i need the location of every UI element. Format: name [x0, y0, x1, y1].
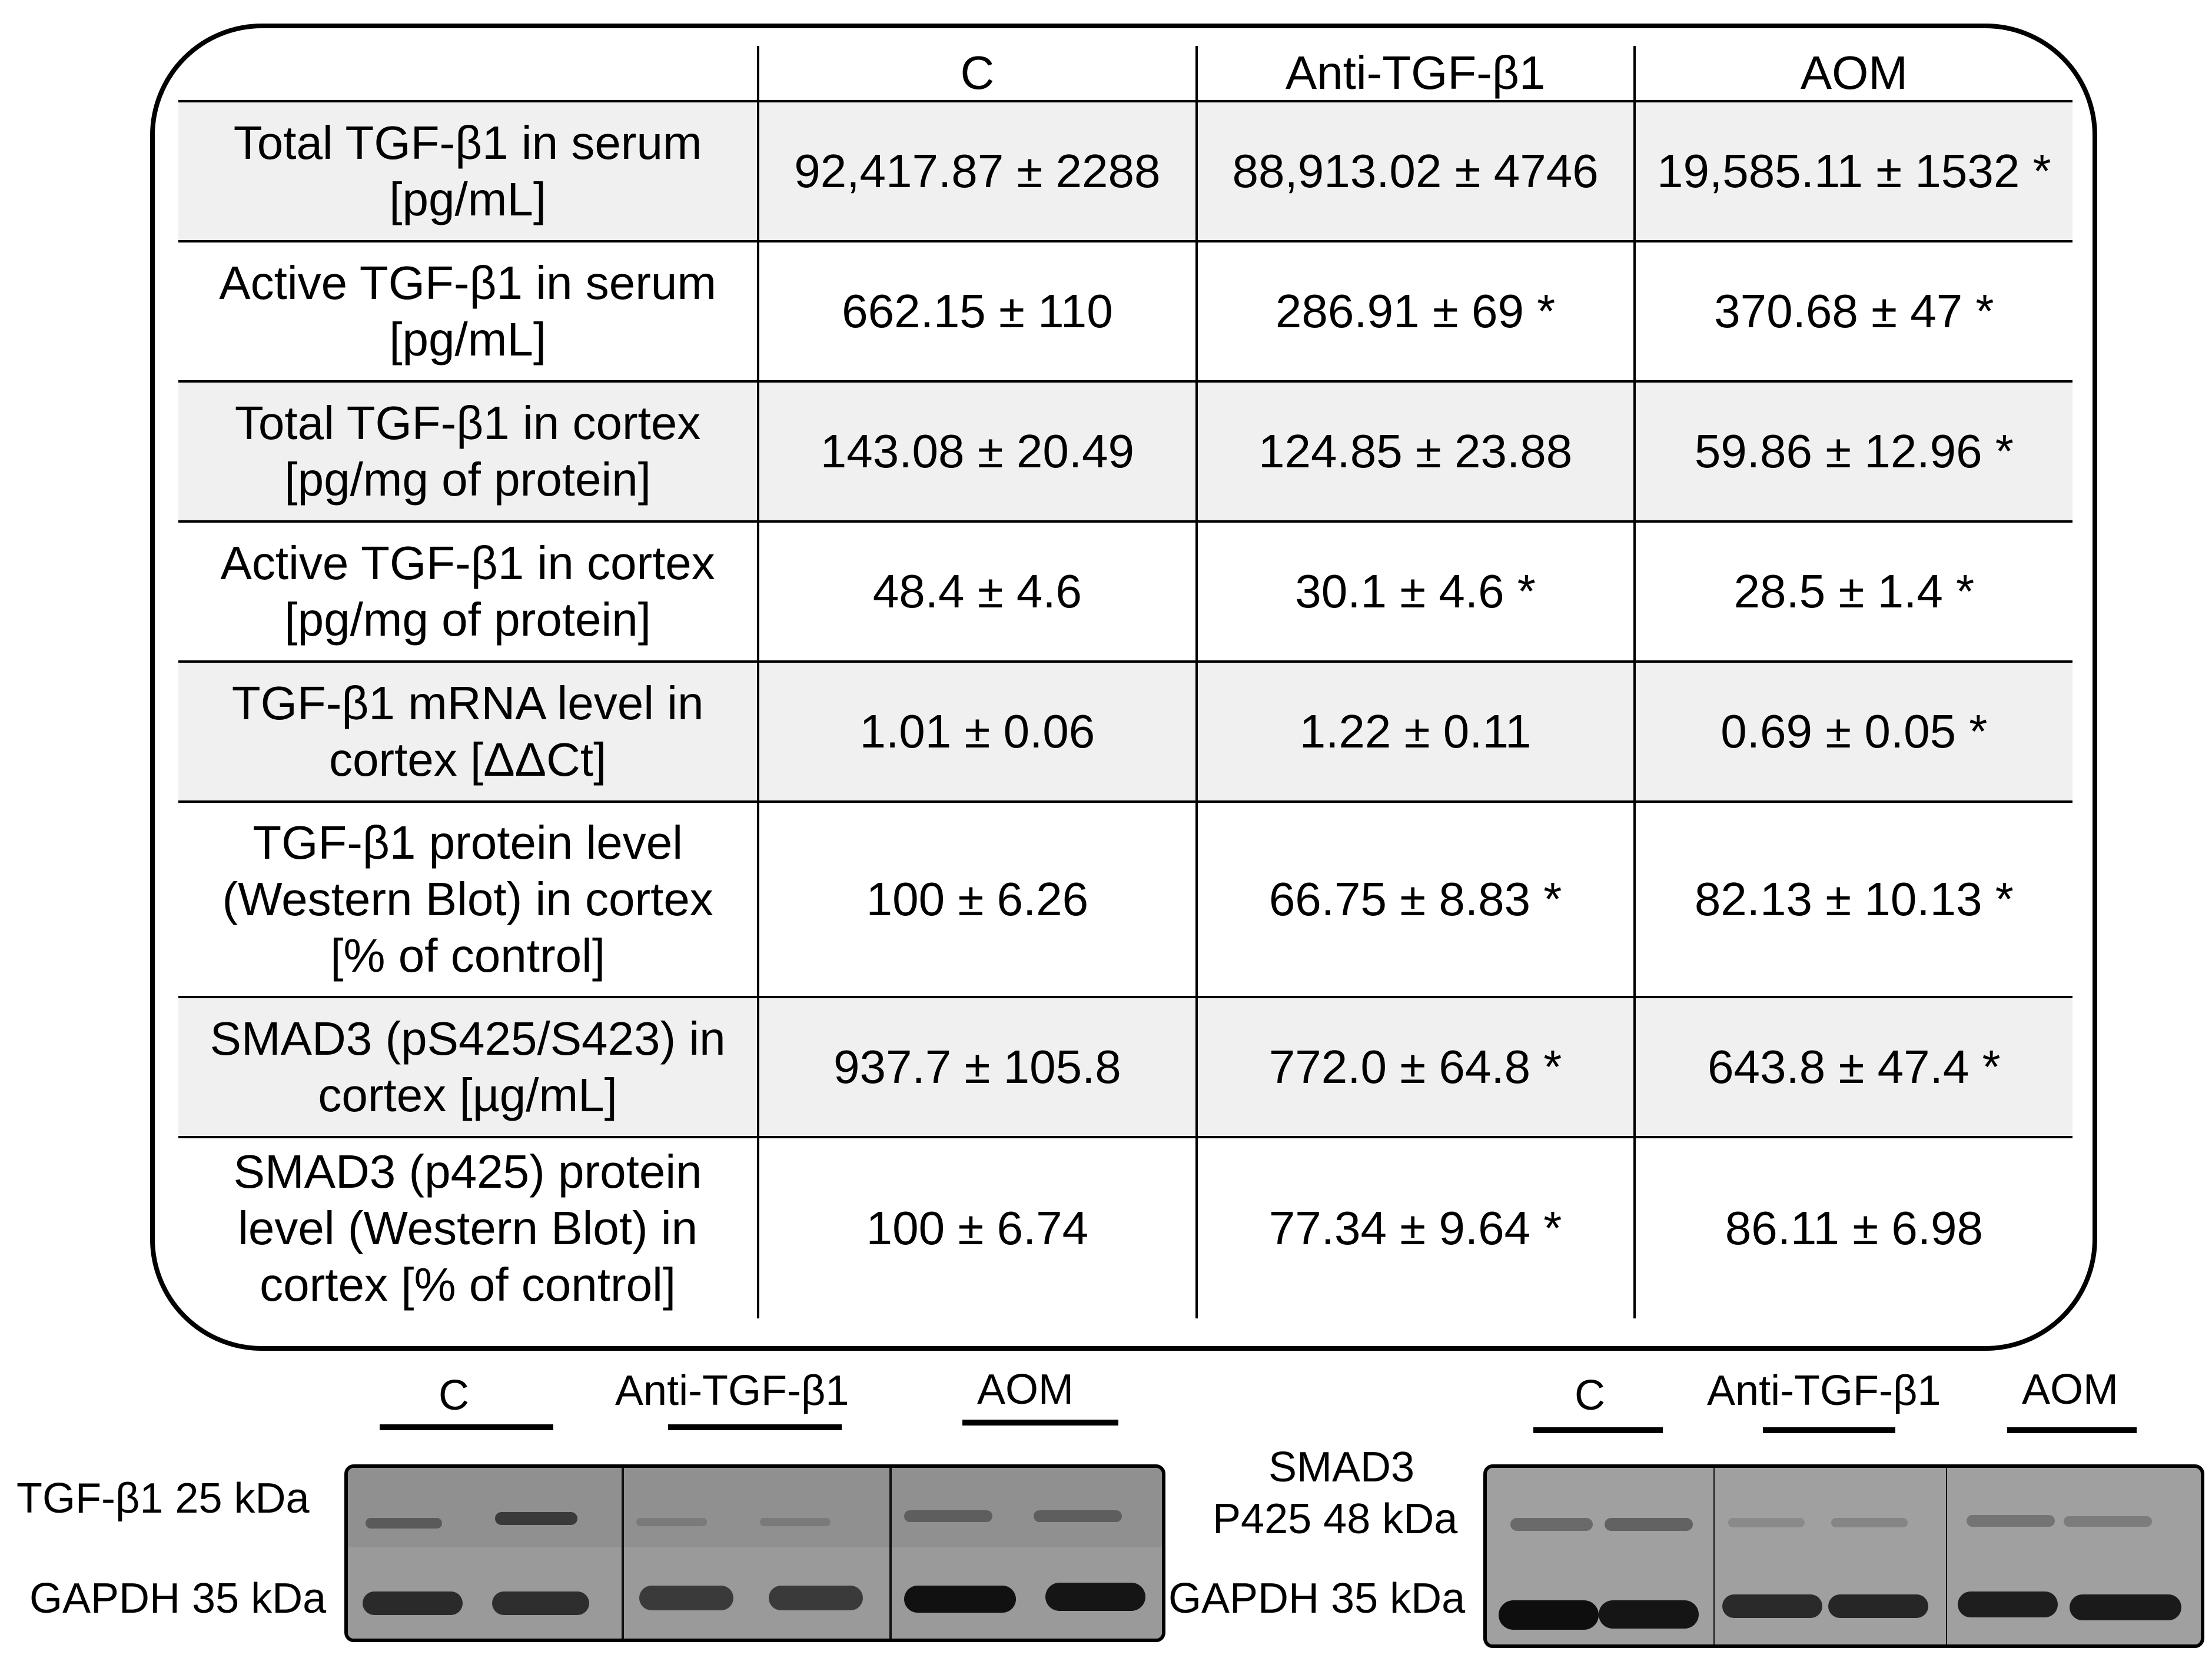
blot-left-group-aom: AOM [977, 1366, 1074, 1413]
cell-value: 286.91 ± 69 * [1195, 241, 1635, 383]
blot-left-label-tgf: TGF-β1 25 kDa [16, 1475, 310, 1522]
blot-left-bar-c [380, 1424, 553, 1430]
header-aom: AOM [1633, 46, 2072, 102]
row-label: SMAD3 (pS425/S423) in cortex [µg/mL] [178, 997, 759, 1138]
row-label: SMAD3 (p425) protein level (Western Blot)… [233, 1145, 702, 1311]
cell-value: 77.34 ± 9.64 * [1195, 1137, 1635, 1318]
blot-divider [1946, 1468, 1947, 1644]
cell-value: 143.08 ± 20.49 [757, 381, 1197, 523]
blot-right-bar-c [1533, 1427, 1663, 1433]
blot-left-group-c: C [439, 1372, 469, 1419]
blot-right-label-p425: P425 48 kDa [1213, 1496, 1458, 1543]
blot-left-group-anti-tgf: Anti-TGF-β1 [615, 1367, 849, 1414]
blot-band [636, 1518, 707, 1526]
blot-right-group-anti-tgf: Anti-TGF-β1 [1707, 1367, 1941, 1414]
cell-value: 1.22 ± 0.11 [1195, 662, 1635, 803]
table-row: TGF-β1 protein level (Western Blot) in co… [178, 802, 2072, 998]
blot-right-label-gapdh: GAPDH 35 kDa [1168, 1575, 1466, 1622]
cell-value: 100 ± 6.74 [757, 1137, 1197, 1318]
header-empty [178, 46, 759, 102]
row-label: Total TGF-β1 in cortex [pg/mg of protein] [178, 381, 759, 523]
blot-band [1605, 1518, 1693, 1531]
row-label: Active TGF-β1 in cortex [pg/mg of protein… [178, 521, 759, 663]
table-row: Active TGF-β1 in serum [pg/mL] 662.15 ± 1… [178, 241, 2072, 383]
blot-band [1728, 1518, 1805, 1527]
blot-left-bar-anti-tgf [668, 1424, 842, 1430]
blot-band [1967, 1515, 2055, 1527]
table-row: Total TGF-β1 in cortex [pg/mg of protein]… [178, 381, 2072, 523]
blot-band [492, 1591, 589, 1615]
blot-right-bar-anti-tgf [1763, 1427, 1895, 1433]
blot-band [639, 1586, 733, 1610]
blot-band [1722, 1594, 1822, 1618]
blot-band [1828, 1594, 1928, 1618]
cell-value: 662.15 ± 110 [757, 241, 1197, 383]
blot-band [1958, 1591, 2058, 1617]
row-label: Total TGF-β1 in serum [pg/mL] [178, 101, 759, 242]
blot-band [760, 1518, 831, 1526]
blot-right-group-c: C [1575, 1372, 1605, 1419]
table-row: SMAD3 (p425) protein level (Western Blot)… [178, 1137, 2072, 1318]
blot-band [904, 1510, 992, 1522]
blot-band [769, 1586, 863, 1610]
cell-value: 92,417.87 ± 2288 [757, 101, 1197, 242]
table-row: SMAD3 (pS425/S423) in cortex [µg/mL] 937.… [178, 997, 2072, 1138]
blot-divider [622, 1468, 624, 1639]
results-table-panel: C Anti-TGF-β1 AOM Total TGF-β1 in serum[… [150, 24, 2097, 1351]
header-control: C [757, 46, 1197, 102]
blot-left-label-gapdh: GAPDH 35 kDa [29, 1575, 327, 1622]
blot-band [363, 1591, 463, 1615]
blot-band [1034, 1510, 1122, 1522]
blot-left-membrane [344, 1464, 1165, 1642]
cell-value: 643.8 ± 47.4 * [1633, 997, 2072, 1138]
results-table: C Anti-TGF-β1 AOM Total TGF-β1 in serum[… [178, 46, 2072, 1318]
blot-band [1510, 1518, 1593, 1531]
cell-value: 370.68 ± 47 * [1633, 241, 2072, 383]
blot-right-membrane [1483, 1464, 2204, 1648]
cell-value: 100 ± 6.26 [757, 802, 1197, 998]
blot-right-group-aom: AOM [2022, 1366, 2119, 1413]
row-label: Active TGF-β1 in serum [pg/mL] [178, 241, 759, 383]
table-row: Total TGF-β1 in serum [pg/mL] 92,417.87 ±… [178, 101, 2072, 242]
blot-left-bar-aom [962, 1420, 1118, 1426]
cell-value: 88,913.02 ± 4746 [1195, 101, 1635, 242]
blot-right-bar-aom [2007, 1427, 2137, 1433]
cell-value: 0.69 ± 0.05 * [1633, 662, 2072, 803]
cell-value: 124.85 ± 23.88 [1195, 381, 1635, 523]
blot-band [1045, 1583, 1145, 1611]
row-label: TGF-β1 protein level (Western Blot) in co… [178, 802, 759, 998]
table-row: Active TGF-β1 in cortex [pg/mg of protein… [178, 521, 2072, 663]
cell-value: 66.75 ± 8.83 * [1195, 802, 1635, 998]
row-label: TGF-β1 mRNA level in cortex [ΔΔCt] [178, 662, 759, 803]
blot-band [366, 1518, 442, 1529]
cell-value: 86.11 ± 6.98 [1633, 1137, 2072, 1318]
cell-value: 1.01 ± 0.06 [757, 662, 1197, 803]
blot-divider [889, 1468, 892, 1639]
cell-value: 19,585.11 ± 1532 * [1633, 101, 2072, 242]
cell-value: 48.4 ± 4.6 [757, 521, 1197, 663]
cell-value: 30.1 ± 4.6 * [1195, 521, 1635, 663]
blot-band [904, 1586, 1016, 1613]
blot-band [1599, 1600, 1699, 1629]
blot-band [2070, 1594, 2181, 1620]
cell-value: 28.5 ± 1.4 * [1633, 521, 2072, 663]
cell-value: 772.0 ± 64.8 * [1195, 997, 1635, 1138]
cell-value: 82.13 ± 10.13 * [1633, 802, 2072, 998]
blot-band [495, 1512, 577, 1525]
header-anti-tgf: Anti-TGF-β1 [1195, 46, 1635, 102]
cell-value: 937.7 ± 105.8 [757, 997, 1197, 1138]
cell-value: 59.86 ± 12.96 * [1633, 381, 2072, 523]
blot-right-label-smad3: SMAD3 [1268, 1444, 1415, 1491]
table-header-row: C Anti-TGF-β1 AOM [178, 46, 2072, 102]
blot-band [1499, 1600, 1599, 1630]
blot-band [1831, 1518, 1908, 1527]
blot-divider [1713, 1468, 1715, 1644]
blot-band [2064, 1516, 2152, 1527]
table-row: TGF-β1 mRNA level in cortex [ΔΔCt] 1.01 ±… [178, 662, 2072, 803]
